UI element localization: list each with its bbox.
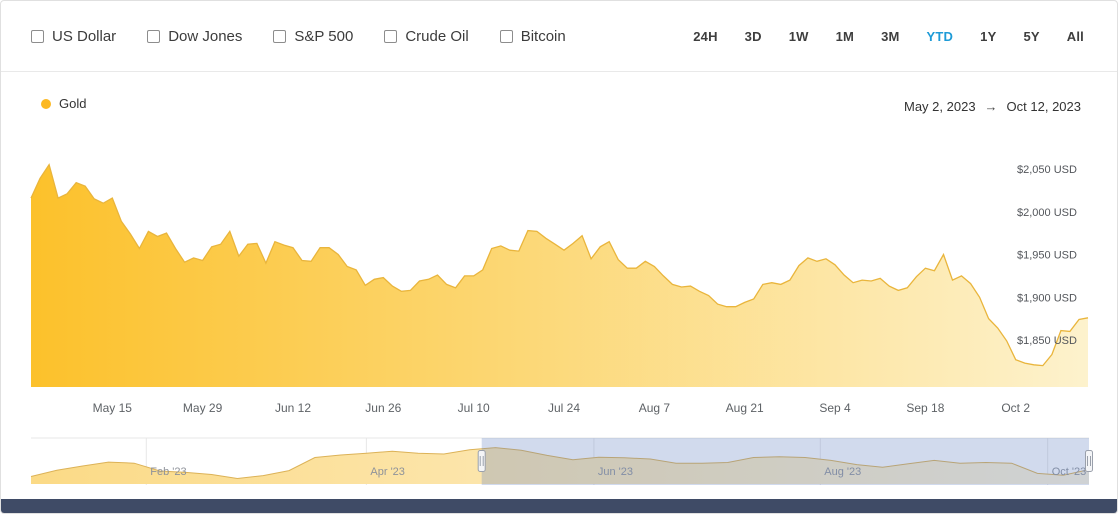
y-axis-label: $1,950 USD	[1017, 250, 1077, 262]
range-button-1y[interactable]: 1Y	[980, 28, 997, 44]
gold-area-fill	[31, 164, 1088, 387]
navigator-month-label: Jun '23	[598, 466, 633, 478]
navigator-handle-right[interactable]	[1085, 450, 1093, 472]
checkbox-icon[interactable]	[31, 29, 44, 43]
series-toggle-label: Dow Jones	[168, 27, 243, 45]
gold-price-line	[30, 163, 1089, 367]
x-axis-label: Sep 4	[819, 401, 851, 415]
y-axis-label: $1,850 USD	[1017, 335, 1077, 347]
x-axis-label: Sep 18	[906, 401, 944, 415]
legend-dot-icon	[41, 98, 51, 109]
y-axis-label: $2,000 USD	[1017, 207, 1077, 219]
navigator-selected-range[interactable]	[481, 438, 1089, 485]
x-axis-label: Jul 10	[458, 401, 490, 415]
x-axis-label: Oct 2	[1001, 401, 1030, 415]
series-toggles: US Dollar Dow Jones S&P 500 Crude Oil Bitcoi…	[31, 28, 566, 45]
legend-gold[interactable]: Gold	[41, 96, 86, 111]
range-button-ytd[interactable]: YTD	[926, 28, 954, 44]
x-axis-label: Aug 21	[726, 401, 764, 415]
navigator-line	[30, 447, 1090, 480]
series-toggle-bitcoin[interactable]: Bitcoin	[499, 27, 566, 45]
checkbox-icon[interactable]	[273, 29, 287, 43]
series-toggle-label: Bitcoin	[520, 27, 566, 45]
x-axis-label: Jul 24	[548, 401, 580, 415]
navigator-month-label: Aug '23	[824, 466, 861, 478]
series-toggle-us-dollar[interactable]: US Dollar	[31, 28, 116, 45]
range-button-all[interactable]: All	[1066, 28, 1084, 44]
x-axis-label: May 29	[183, 401, 223, 415]
navigator[interactable]: Feb '23 Apr '23 Jun '23 Aug '23 Oct '23	[30, 437, 1093, 485]
series-toggle-crude-oil[interactable]: Crude Oil	[384, 27, 469, 45]
navigator-area-fill	[31, 447, 1089, 484]
x-axis-label: Aug 7	[639, 401, 671, 415]
y-axis-label: $2,050 USD	[1017, 164, 1077, 176]
legend-label: Gold	[59, 96, 87, 111]
toolbar: US Dollar Dow Jones S&P 500 Crude Oil Bitcoi…	[1, 1, 1117, 72]
series-toggle-label: US Dollar	[52, 27, 117, 45]
series-toggle-label: S&P 500	[294, 27, 354, 45]
series-toggle-dow-jones[interactable]: Dow Jones	[147, 28, 242, 45]
checkbox-icon[interactable]	[499, 29, 513, 43]
date-range-start: May 2, 2023	[904, 99, 976, 114]
navigator-month-label: Apr '23	[370, 466, 405, 478]
checkbox-icon[interactable]	[384, 29, 398, 43]
range-button-24h[interactable]: 24H	[693, 28, 718, 44]
range-button-3d[interactable]: 3D	[744, 28, 762, 44]
navigator-month-label: Oct '23	[1052, 466, 1087, 478]
date-range: May 2, 2023 → Oct 12, 2023	[904, 99, 1081, 114]
footer-strip	[1, 499, 1117, 513]
series-toggle-s-p-500[interactable]: S&P 500	[273, 28, 353, 45]
x-axis-label: Jun 12	[275, 401, 311, 415]
x-axis-label: May 15	[93, 401, 133, 415]
range-button-1w[interactable]: 1W	[788, 28, 809, 44]
navigator-handle-left[interactable]	[477, 450, 486, 472]
checkbox-icon[interactable]	[147, 29, 161, 43]
range-button-1m[interactable]: 1M	[835, 28, 855, 44]
navigator-month-label: Feb '23	[150, 466, 186, 478]
range-button-5y[interactable]: 5Y	[1023, 28, 1040, 44]
y-axis-label: $1,900 USD	[1017, 292, 1077, 304]
series-toggle-label: Crude Oil	[405, 27, 469, 45]
range-button-3m[interactable]: 3M	[881, 28, 900, 44]
arrow-right-icon: →	[984, 99, 998, 114]
range-buttons: 24H 3D 1W 1M 3M YTD 1Y 5Y All	[693, 29, 1084, 44]
x-axis-label: Jun 26	[365, 401, 401, 415]
date-range-end: Oct 12, 2023	[1006, 99, 1081, 114]
